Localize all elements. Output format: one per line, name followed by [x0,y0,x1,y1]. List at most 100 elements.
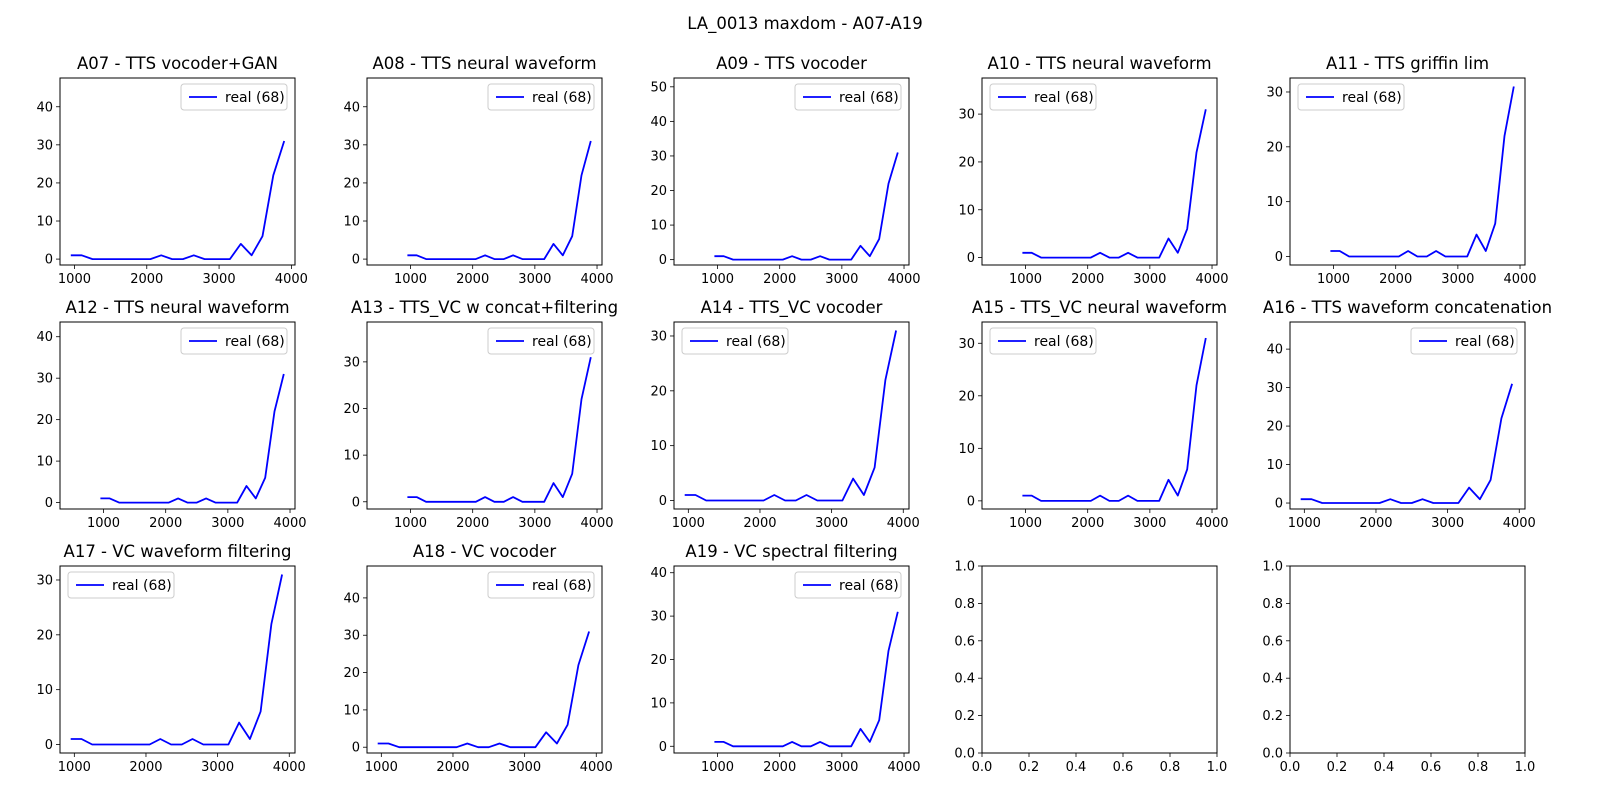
x-tick-label: 3000 [1441,272,1474,287]
x-tick-label: 3000 [1133,272,1166,287]
y-tick-label: 0.8 [1262,597,1283,612]
x-tick-label: 4000 [580,760,613,775]
y-tick-label: 0.6 [954,634,975,649]
x-tick-label: 1000 [1009,272,1042,287]
axes-frame [981,77,1218,266]
x-tick-label: 2000 [743,516,776,531]
subplot-title: A17 - VC waveform filtering [64,542,292,561]
y-tick-label: 10 [958,203,975,218]
subplot-title: A16 - TTS waveform concatenation [1263,298,1552,317]
legend-label: real (68) [112,578,172,594]
y-tick-label: 0.4 [1262,672,1283,687]
y-tick-label: 0 [659,253,667,268]
series-line [1022,337,1207,502]
legend-label: real (68) [225,334,285,350]
y-tick-label: 10 [650,219,667,234]
x-tick-label: 4000 [273,516,306,531]
y-tick-label: 0.4 [954,672,975,687]
series-line [714,611,899,748]
x-tick-label: 3000 [1431,516,1464,531]
series-line [1330,86,1515,258]
axes-frame [59,565,296,754]
y-tick-label: 0 [45,496,53,511]
subplot-title: A15 - TTS_VC neural waveform [972,298,1227,318]
x-tick-label: 1000 [394,272,427,287]
x-tick-label: 4000 [273,760,306,775]
legend: real (68) [794,83,902,111]
subplot-11: A17 - VC waveform filtering 1000 2000 3000 4… [36,542,305,775]
y-tick-label: 10 [343,215,360,230]
x-tick-label: 4000 [1195,516,1228,531]
x-tick-label: 3000 [203,272,236,287]
subplot-9: A15 - TTS_VC neural waveform 1000 2000 3000… [958,298,1228,531]
x-tick-label: 2000 [130,272,163,287]
y-tick-label: 20 [343,666,360,681]
x-tick-label: 4000 [887,760,920,775]
x-tick-label: 0.4 [1066,760,1087,775]
y-tick-label: 20 [958,155,975,170]
y-tick-label: 10 [36,455,53,470]
x-tick-label: 0.8 [1160,760,1181,775]
legend: real (68) [1297,83,1405,111]
legend-box [794,83,902,111]
x-tick-label: 4000 [580,516,613,531]
axes-frame [59,77,296,266]
legend-label: real (68) [532,334,592,350]
legend-box [989,327,1097,355]
legend-label: real (68) [1034,90,1094,106]
x-tick-label: 3000 [1133,516,1166,531]
legend: real (68) [681,327,789,355]
x-tick-label: 3000 [815,516,848,531]
legend-box [681,327,789,355]
x-tick-label: 2000 [436,760,469,775]
legend-box [180,83,288,111]
y-tick-label: 20 [650,184,667,199]
y-tick-label: 20 [650,653,667,668]
y-tick-label: 1.0 [954,560,975,575]
y-tick-label: 30 [36,138,53,153]
x-tick-label: 3000 [825,760,858,775]
y-tick-label: 0.0 [954,747,975,762]
y-tick-label: 0 [352,253,360,268]
legend: real (68) [487,571,595,599]
series-line [407,357,592,503]
subplot-15: 0.0 0.2 0.4 0.6 0.8 1.0 0.0 0.2 0.4 0.6 0.8 1.0 [1262,560,1535,776]
subplot-title: A07 - TTS vocoder+GAN [77,54,278,73]
series-line [684,330,897,502]
y-tick-label: 20 [36,628,53,643]
axes-frame [366,565,603,754]
y-tick-label: 0 [352,741,360,756]
x-tick-label: 1000 [701,272,734,287]
legend: real (68) [989,327,1097,355]
series-line [100,373,285,504]
axes-frame [366,77,603,266]
x-tick-label: 1.0 [1515,760,1536,775]
subplot-title: A19 - VC spectral filtering [685,542,897,561]
y-tick-label: 0.8 [954,597,975,612]
legend: real (68) [487,83,595,111]
subplot-4: A10 - TTS neural waveform 1000 2000 3000 400… [958,54,1228,287]
x-tick-label: 2000 [763,272,796,287]
y-tick-label: 0.0 [1262,747,1283,762]
x-tick-label: 1000 [58,272,91,287]
subplot-12: A18 - VC vocoder 1000 2000 3000 4000 0 10 20 30 4… [343,542,612,775]
y-tick-label: 0 [659,494,667,509]
x-tick-label: 0.6 [1421,760,1442,775]
series-line [1022,109,1207,259]
legend-box [794,571,902,599]
y-tick-label: 30 [36,372,53,387]
series-line [407,140,592,261]
legend-label: real (68) [532,90,592,106]
x-tick-label: 2000 [1379,272,1412,287]
x-tick-label: 1000 [1317,272,1350,287]
y-tick-label: 20 [650,384,667,399]
legend-box [67,571,175,599]
y-tick-label: 10 [1266,195,1283,210]
x-tick-label: 2000 [1071,272,1104,287]
x-tick-label: 3000 [518,272,551,287]
y-tick-label: 20 [1266,420,1283,435]
y-tick-label: 30 [650,329,667,344]
